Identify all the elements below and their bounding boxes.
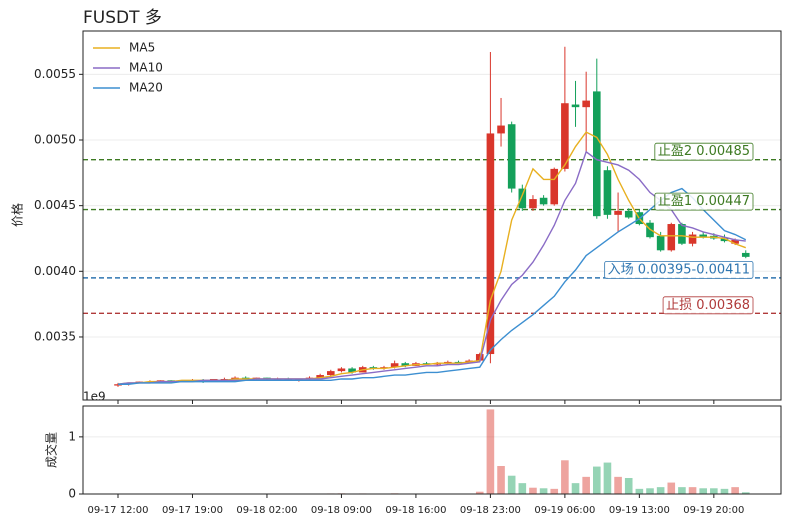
candle-body	[604, 170, 612, 215]
candle-body	[593, 91, 601, 216]
volume-tick-label: 1	[68, 429, 76, 443]
y-tick-label: 0.0035	[34, 329, 76, 343]
candle-body	[614, 211, 622, 215]
candle-body	[678, 224, 686, 244]
y-tick-label: 0.0050	[34, 132, 76, 146]
volume-frame	[83, 406, 781, 494]
x-tick-label: 09-19 13:00	[609, 505, 670, 516]
volume-bar	[550, 489, 558, 494]
plot-frame	[83, 31, 781, 400]
y-tick-label: 0.0055	[34, 67, 76, 81]
candle-body	[689, 235, 697, 244]
y-tick-label: 0.0045	[34, 198, 76, 212]
y-axis-label: 价格	[10, 203, 25, 227]
volume-offset: 1e9	[83, 390, 106, 404]
candle-body	[572, 105, 580, 108]
legend-label: MA10	[129, 61, 163, 75]
x-tick-label: 09-19 06:00	[534, 505, 595, 516]
volume-bar	[710, 488, 718, 494]
x-tick-label: 09-17 19:00	[162, 505, 223, 516]
candle-body	[582, 101, 590, 108]
volume-bar	[699, 488, 707, 494]
candle-body	[338, 368, 346, 371]
volume-bar	[636, 489, 644, 494]
volume-bar	[678, 487, 686, 494]
volume-bar	[529, 488, 537, 494]
candle-body	[550, 169, 558, 204]
x-tick-label: 09-18 23:00	[460, 505, 521, 516]
volume-bar	[614, 477, 622, 494]
volume-bar	[582, 477, 590, 494]
volume-bar	[646, 488, 654, 494]
volume-bar	[508, 476, 516, 494]
volume-tick-label: 0	[68, 487, 76, 501]
level-label: 止盈1 0.00447	[658, 194, 750, 209]
volume-bar	[731, 487, 739, 494]
level-label: 入场 0.00395-0.00411	[608, 262, 750, 277]
volume-axis-label: 成交量	[44, 432, 59, 468]
candle-body	[508, 124, 516, 188]
volume-bar	[657, 487, 665, 494]
x-tick-label: 09-17 12:00	[87, 505, 148, 516]
volume-bar	[519, 483, 527, 494]
volume-bar	[561, 460, 569, 494]
volume-bar	[667, 483, 675, 494]
volume-bar	[572, 483, 580, 494]
volume-bar	[604, 463, 612, 494]
volume-bar	[625, 478, 633, 494]
x-tick-label: 09-18 09:00	[311, 505, 372, 516]
candle-body	[657, 236, 665, 250]
chart-title: FUSDT 多	[83, 8, 162, 28]
volume-bar	[497, 466, 505, 494]
candle-body	[540, 198, 548, 205]
candle-body	[529, 199, 537, 208]
x-tick-label: 09-19 20:00	[683, 505, 744, 516]
legend-label: MA5	[129, 41, 155, 55]
legend-label: MA20	[129, 81, 163, 95]
volume-bar	[487, 409, 495, 494]
ma-line	[118, 189, 746, 385]
candle-body	[519, 189, 527, 209]
candle-body	[667, 224, 675, 250]
candle-body	[497, 126, 505, 134]
candle-body	[327, 371, 335, 375]
x-tick-label: 09-18 02:00	[236, 505, 297, 516]
level-label: 止损 0.00368	[666, 298, 750, 313]
level-label: 止盈2 0.00485	[658, 144, 750, 159]
volume-bar	[593, 467, 601, 494]
volume-bar	[721, 489, 729, 494]
candle-body	[625, 211, 633, 218]
volume-bar	[689, 487, 697, 494]
volume-bar	[540, 488, 548, 494]
y-tick-label: 0.0040	[34, 264, 76, 278]
ma-line	[118, 132, 746, 384]
candle-body	[742, 253, 750, 257]
x-tick-label: 09-18 16:00	[385, 505, 446, 516]
